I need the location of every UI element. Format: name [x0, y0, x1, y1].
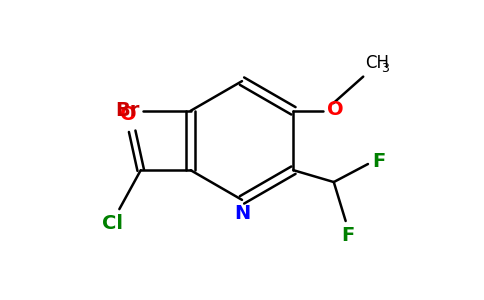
Text: F: F [373, 152, 386, 171]
Text: N: N [234, 204, 250, 223]
Text: Br: Br [115, 101, 139, 120]
Text: Cl: Cl [102, 214, 123, 233]
Text: O: O [120, 105, 136, 124]
Text: O: O [327, 100, 343, 119]
Text: CH: CH [365, 54, 390, 72]
Text: F: F [341, 226, 355, 245]
Text: 3: 3 [381, 62, 389, 75]
